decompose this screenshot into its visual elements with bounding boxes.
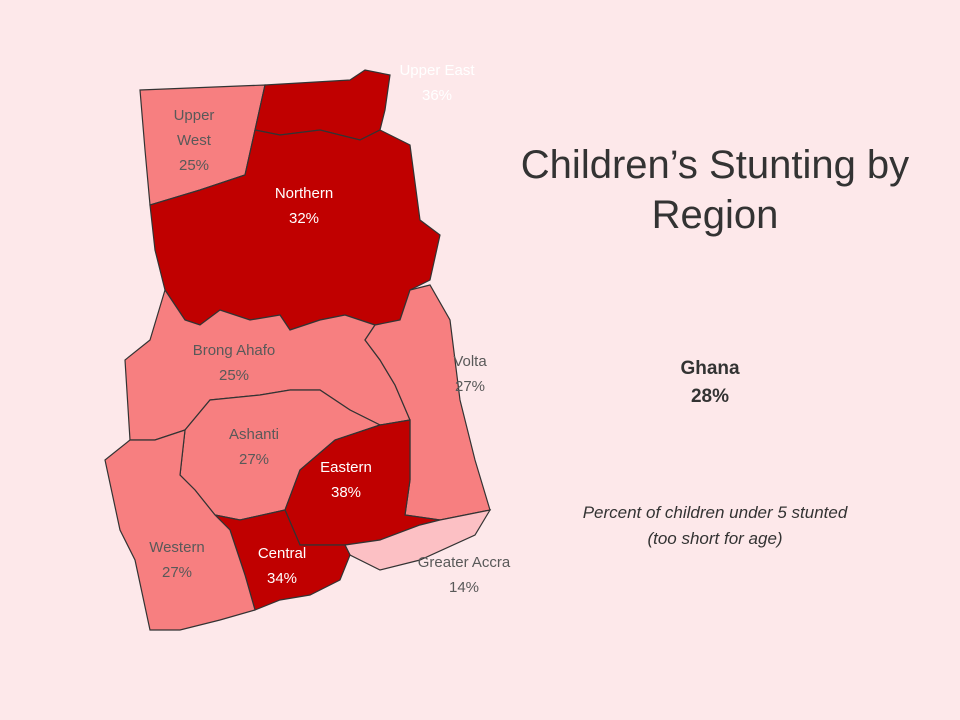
region-value: 25%	[219, 367, 249, 384]
region-name: Ashanti	[229, 426, 279, 443]
region-value: 27%	[162, 564, 192, 581]
region	[254, 69, 391, 141]
region-name: Western	[149, 539, 205, 556]
region-name: Volta	[453, 353, 487, 370]
region-value: 27%	[239, 451, 269, 468]
note: Percent of children under 5 stunted (too…	[582, 503, 848, 548]
region-value: 14%	[449, 579, 479, 596]
title: Children’s Stunting by Region	[520, 143, 910, 237]
national: Ghana 28%	[610, 355, 810, 411]
region-value: 27%	[455, 378, 485, 395]
region-name: Greater Accra	[418, 554, 511, 571]
region	[104, 429, 256, 631]
region-name: Upper East	[399, 62, 475, 79]
national-value: 28%	[690, 386, 730, 407]
region-name: Brong Ahafo	[193, 342, 276, 359]
region-value: 25%	[179, 157, 209, 174]
region-name: Eastern	[320, 459, 372, 476]
region-name: Upper West	[174, 107, 215, 149]
region-name-part: Upper	[174, 107, 215, 124]
region-name: Central	[258, 545, 306, 562]
region-value: 38%	[331, 484, 361, 501]
region-value: 34%	[267, 570, 297, 587]
region-value: 32%	[289, 210, 319, 227]
national-name: Ghana	[680, 358, 740, 379]
region-name: Northern	[275, 185, 333, 202]
region-name-part: West	[177, 132, 212, 149]
region-value: 36%	[422, 87, 452, 104]
region	[344, 509, 492, 571]
